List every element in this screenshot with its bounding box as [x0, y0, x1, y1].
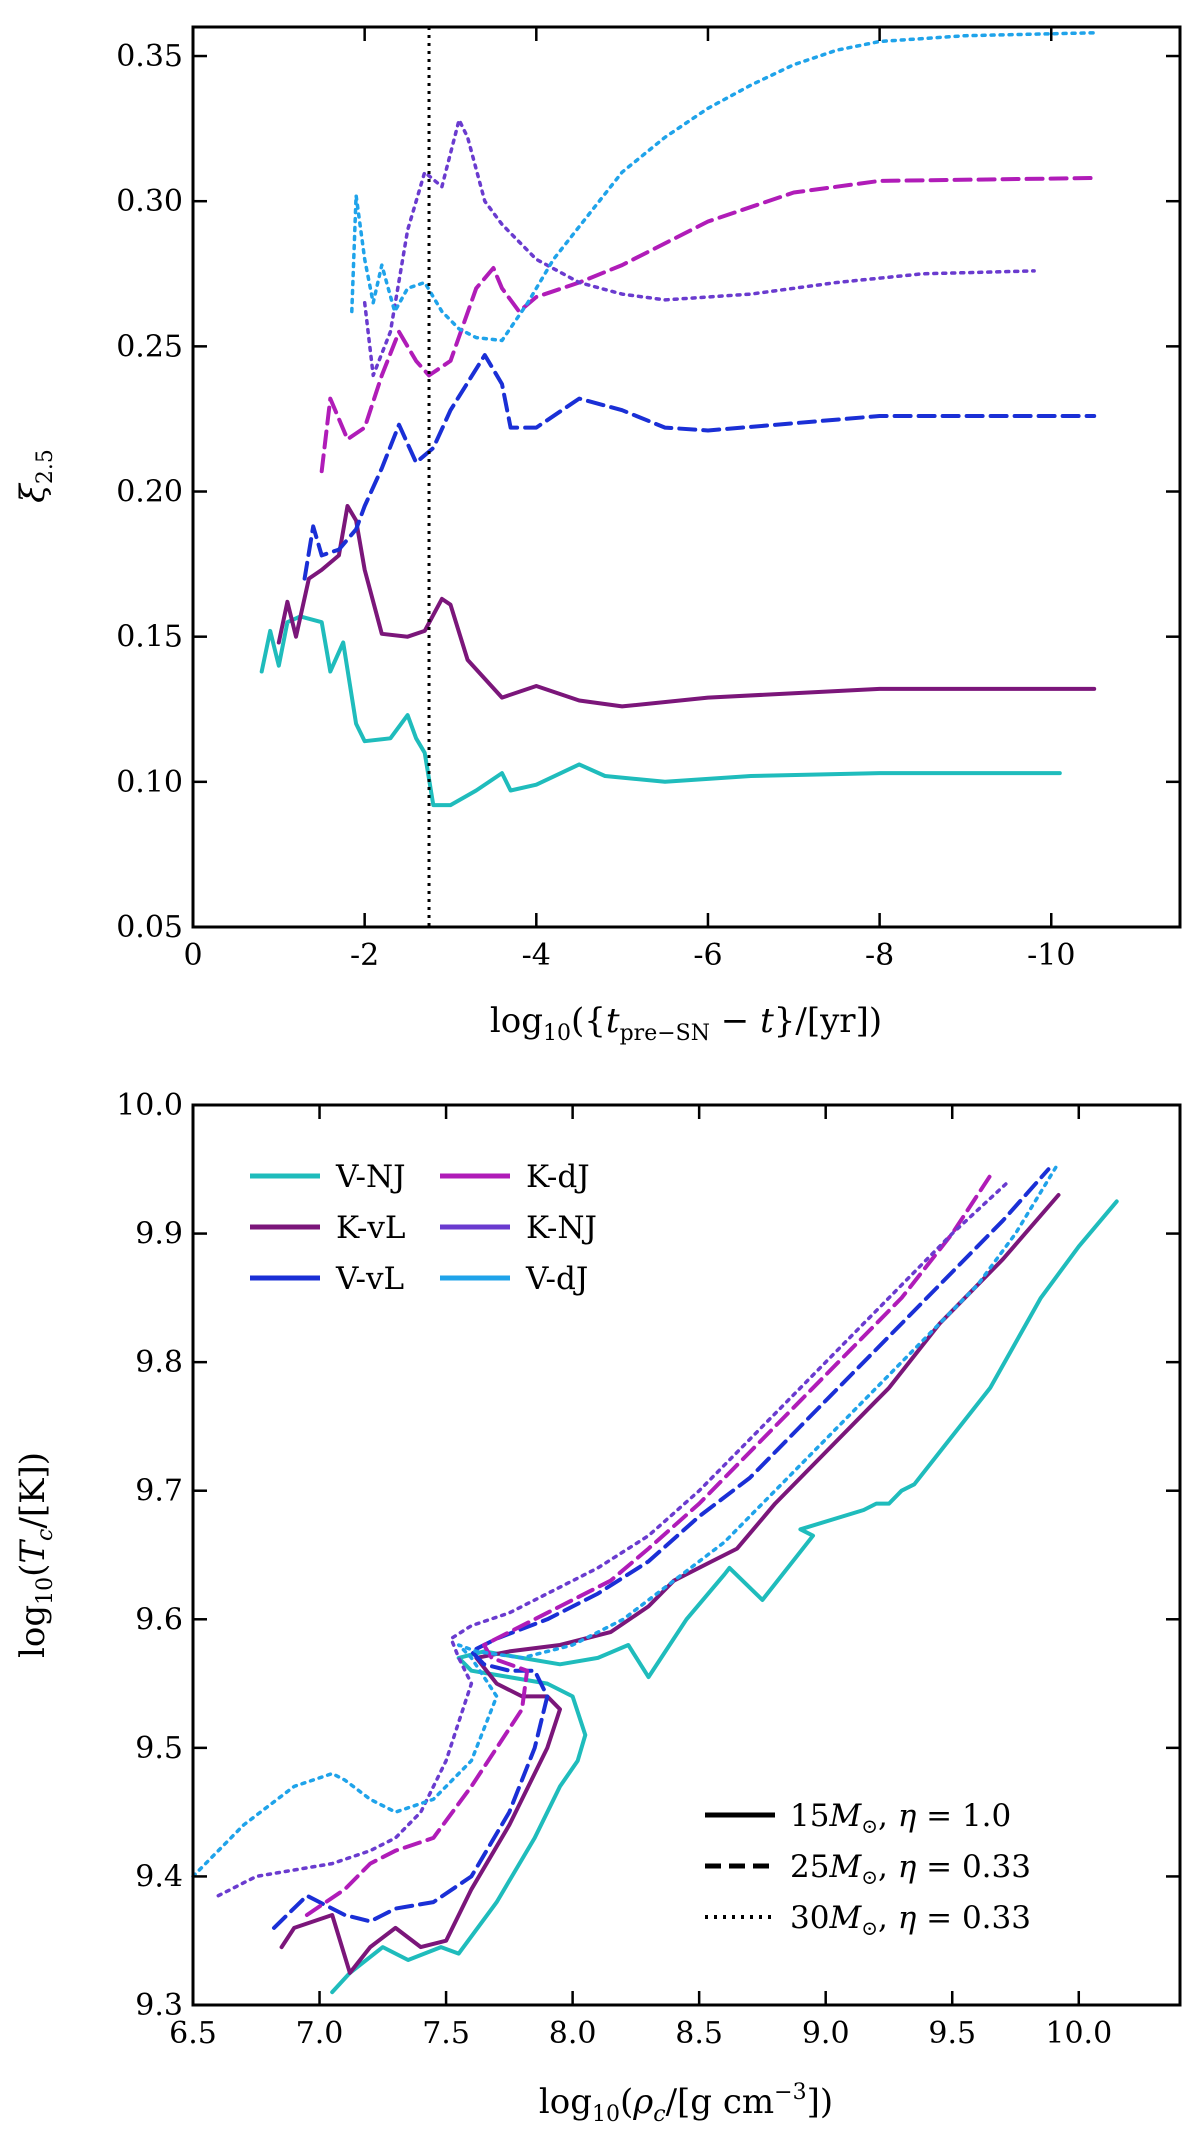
bottom-series-k-nj-30: [216, 1180, 1010, 1898]
bottom-x-tick-label: 9.0: [802, 2016, 850, 2051]
top-y-tick-label: 0.20: [116, 475, 183, 510]
top-x-tick-label: -10: [1027, 938, 1075, 973]
top-series-k-dj-25: [319, 176, 1097, 474]
style-legend: 15M⊙, η = 1.0 25M⊙, η = 0.33 30M⊙, η = 0…: [705, 1798, 1031, 1940]
top-series-v-vl-25: [302, 353, 1097, 581]
top-ticks-group: 0 -2 -4 -6 -8 -10 0.05 0.10 0.15 0.20 0.25 0.30 0.35: [116, 27, 1180, 973]
model-legend: V-NJ K-dJ K-vL K-NJ V-vL V-dJ: [250, 1159, 597, 1297]
top-series-v-dj-30: [350, 31, 1096, 343]
bottom-series-v-nj-15: [330, 1199, 1119, 1995]
top-y-tick-label: 0.30: [116, 184, 183, 219]
bottom-x-tick-label: 10.0: [1045, 2016, 1112, 2051]
top-x-axis-label: log10({tpre−SN − t}/[yr]): [490, 1001, 882, 1046]
bottom-y-tick-label: 9.9: [135, 1217, 183, 1252]
top-y-tick-label: 0.15: [116, 620, 183, 655]
bottom-x-tick-label: 7.0: [296, 2016, 344, 2051]
bottom-x-tick-label: 8.5: [675, 2016, 723, 2051]
bottom-y-tick-label: 9.5: [135, 1731, 183, 1766]
top-panel: 0 -2 -4 -6 -8 -10 0.05 0.10 0.15 0.20 0.25 0.30 0.35…: [13, 25, 1182, 1046]
top-y-axis-label: ξ2.5: [13, 449, 58, 503]
bottom-x-axis-label: log10(ρc/[g cm−3]): [539, 2080, 833, 2127]
bottom-series-v-vl-25: [272, 1167, 1051, 1930]
legend-label-k-dj: K-dJ: [526, 1159, 590, 1195]
legend-label-k-nj: K-NJ: [526, 1210, 597, 1246]
bottom-series-k-vl-15: [279, 1193, 1061, 1975]
legend-style-dotted-label: 30M⊙, η = 0.33: [790, 1900, 1031, 1940]
bottom-y-tick-label: 9.3: [135, 1988, 183, 2023]
bottom-ticks-group: 6.5 7.0 7.5 8.0 8.5 9.0 9.5 10.0 9.3 9.4 9.5 9.6 9.7…: [116, 1088, 1180, 2051]
bottom-series-v-dj-30: [191, 1161, 1061, 1879]
top-series-v-nj-15: [259, 614, 1062, 808]
bottom-y-tick-label: 9.8: [135, 1345, 183, 1380]
bottom-x-tick-label: 9.5: [928, 2016, 976, 2051]
bottom-y-tick-label: 9.4: [135, 1859, 183, 1894]
top-series-k-vl-15: [276, 504, 1097, 709]
legend-label-v-nj: V-NJ: [335, 1159, 406, 1195]
top-plot-frame: [191, 25, 1182, 929]
bottom-x-tick-label: 7.5: [422, 2016, 470, 2051]
top-x-tick-label: -2: [350, 938, 379, 973]
bottom-x-tick-label: 6.5: [169, 2016, 217, 2051]
top-x-tick-label: 0: [183, 938, 202, 973]
legend-style-dashed-label: 25M⊙, η = 0.33: [790, 1849, 1031, 1889]
bottom-y-tick-label: 9.7: [135, 1474, 183, 1509]
bottom-y-axis-label: log10(Tc/[K]): [13, 1452, 58, 1658]
legend-label-v-dj: V-dJ: [525, 1261, 588, 1297]
top-x-tick-label: -6: [693, 938, 722, 973]
top-x-tick-label: -4: [522, 938, 551, 973]
legend-label-k-vl: K-vL: [336, 1210, 405, 1246]
top-y-tick-label: 0.35: [116, 39, 183, 74]
bottom-plot-frame: [191, 1103, 1182, 2007]
top-series-k-nj-30: [362, 118, 1036, 378]
top-x-tick-label: -8: [865, 938, 894, 973]
top-y-tick-label: 0.10: [116, 765, 183, 800]
bottom-x-tick-label: 8.0: [549, 2016, 597, 2051]
top-y-tick-label: 0.25: [116, 329, 183, 364]
bottom-series-group: [191, 1161, 1119, 1995]
top-y-tick-label: 0.05: [116, 910, 183, 945]
top-series-group: [259, 31, 1097, 808]
legend-style-solid-label: 15M⊙, η = 1.0: [790, 1798, 1011, 1838]
bottom-y-tick-label: 10.0: [116, 1088, 183, 1123]
bottom-y-tick-label: 9.6: [135, 1602, 183, 1637]
bottom-series-k-dj-25: [304, 1173, 993, 1917]
legend-label-v-vl: V-vL: [335, 1261, 404, 1297]
bottom-panel: 6.5 7.0 7.5 8.0 8.5 9.0 9.5 10.0 9.3 9.4 9.5 9.6 9.7…: [13, 1088, 1182, 2127]
